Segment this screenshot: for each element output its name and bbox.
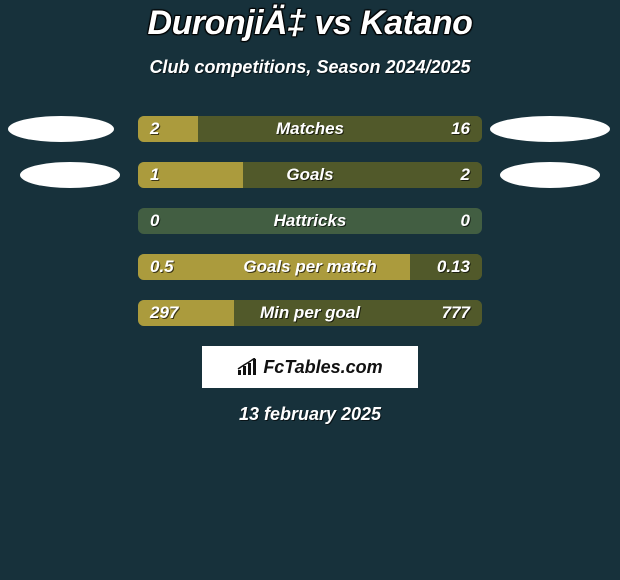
subtitle: Club competitions, Season 2024/2025: [0, 57, 620, 78]
bar-left: [138, 116, 198, 142]
bar-track: 0.50.13Goals per match: [138, 254, 482, 280]
bar-track: 216Matches: [138, 116, 482, 142]
stat-row: 0.50.13Goals per match: [0, 254, 620, 280]
chart-icon: [237, 358, 259, 376]
stat-value-left: 0: [150, 208, 159, 234]
stat-value-left: 1: [150, 162, 159, 188]
bar-right: [243, 162, 482, 188]
stat-value-right: 16: [451, 116, 470, 142]
brand-text: FcTables.com: [263, 357, 382, 378]
stat-value-right: 0: [461, 208, 470, 234]
stat-row: 12Goals: [0, 162, 620, 188]
page-title: DuronjiÄ‡ vs Katano: [0, 0, 620, 43]
stat-value-right: 0.13: [437, 254, 470, 280]
stat-row: 216Matches: [0, 116, 620, 142]
stat-value-left: 0.5: [150, 254, 174, 280]
bar-right: [198, 116, 482, 142]
chart-area: 216Matches12Goals00Hattricks0.50.13Goals…: [0, 116, 620, 326]
stat-value-left: 2: [150, 116, 159, 142]
brand-badge: FcTables.com: [202, 346, 418, 388]
comparison-infographic: DuronjiÄ‡ vs Katano Club competitions, S…: [0, 0, 620, 580]
stat-value-right: 2: [461, 162, 470, 188]
bar-left: [138, 254, 410, 280]
date-text: 13 february 2025: [0, 404, 620, 425]
stat-value-left: 297: [150, 300, 178, 326]
stat-row: 0 0Hattricks: [0, 208, 620, 234]
stat-label: Hattricks: [138, 208, 482, 234]
stat-value-right: 777: [442, 300, 470, 326]
bar-track: 297777Min per goal: [138, 300, 482, 326]
stat-row: 297777Min per goal: [0, 300, 620, 326]
bar-track: 12Goals: [138, 162, 482, 188]
bar-track: 0 0Hattricks: [138, 208, 482, 234]
